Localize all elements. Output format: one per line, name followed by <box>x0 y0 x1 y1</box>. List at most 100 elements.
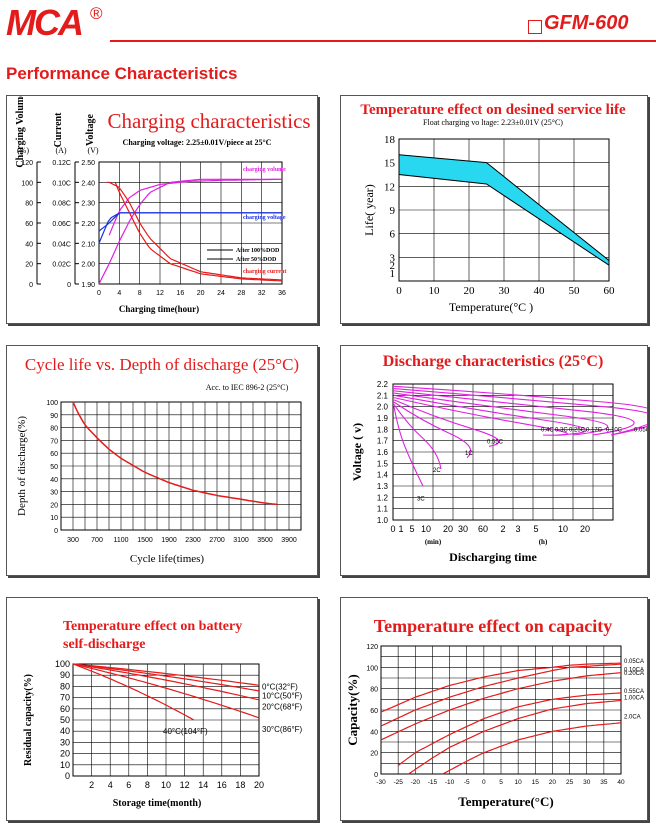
tick-label: 1900 <box>161 537 177 544</box>
series-label: 30°C(86°F) <box>262 725 303 734</box>
curve-label: 0.10C <box>606 427 623 433</box>
x-axis-label: Charging time(hour) <box>119 304 199 314</box>
model-name: GFM-600 <box>544 12 629 34</box>
tick-label: 3100 <box>233 537 249 544</box>
tick-label: 18 <box>235 780 245 790</box>
x-axis-label: Cycle life(times) <box>130 553 205 565</box>
tick-label: 16 <box>176 290 184 297</box>
series-line <box>393 401 472 459</box>
series-line <box>393 390 635 436</box>
series-line <box>393 397 568 436</box>
tick-label: 90 <box>60 670 70 680</box>
tick-label: -5 <box>464 779 470 786</box>
tick-label: 30 <box>458 524 468 534</box>
tick-label: 40 <box>50 477 58 484</box>
series-line <box>380 663 622 727</box>
chart-title: Temperature effect on battery <box>63 619 242 634</box>
tick-label: 30 <box>50 490 58 497</box>
axis-unit: (h) <box>539 538 548 546</box>
chart-cycle-life: Cycle life vs. Depth of discharge (25°C)… <box>16 355 302 565</box>
panel-discharge: Discharge characteristics (25°C) 2.2 2.1 2.… <box>340 345 648 576</box>
tick-label: 2.40 <box>81 180 95 187</box>
axis-header: Voltage <box>85 114 96 146</box>
tick-label: 2.2 <box>377 380 389 389</box>
chart-charging: Charging characteristics Charging voltage… <box>15 96 311 314</box>
y-axis-label: Residual capacity(%) <box>23 674 34 766</box>
tick-label: 40 <box>534 285 546 297</box>
tick-label: 80 <box>370 687 378 694</box>
tick-label: -20 <box>411 779 421 786</box>
tick-label: 30 <box>60 737 70 747</box>
tick-label: 0 <box>54 528 58 535</box>
chart-subtitle: Charging voltage: 2.25±0.01V/piece at 25… <box>123 138 272 147</box>
tick-label: 2.0 <box>377 403 389 412</box>
tick-label: 10 <box>50 515 58 522</box>
tick-label: 0 <box>67 282 71 289</box>
tick-label: 60 <box>478 524 488 534</box>
series-line <box>108 178 282 236</box>
series-label: 0.05CA <box>624 659 644 665</box>
tick-label: 0.10C <box>52 180 71 187</box>
series-line <box>72 663 195 721</box>
tick-label: 36 <box>278 290 286 297</box>
tick-label: 0 <box>482 779 486 786</box>
axis-header: Charging Volume <box>15 96 26 168</box>
tick-label: 25 <box>566 779 574 786</box>
series-line <box>397 692 622 766</box>
tick-label: 4 <box>108 780 113 790</box>
chart-subtitle: Acc. to IEC 896-2 (25°C) <box>206 383 289 392</box>
curve-label: 0.3C <box>555 427 568 433</box>
tick-label: 100 <box>366 665 378 672</box>
series-label: 2.0CA <box>624 715 641 721</box>
tick-label: 1.5 <box>377 459 389 468</box>
tick-label: 1.3 <box>377 482 389 491</box>
tick-label: 20 <box>60 749 70 759</box>
y-axis-label: Depth of discharge(%) <box>16 416 28 516</box>
panel-cycle-life: Cycle life vs. Depth of discharge (25°C)… <box>6 345 318 576</box>
curve-label: 0.25C <box>569 427 586 433</box>
tick-label: 2 <box>500 524 505 534</box>
tick-label: 2.1 <box>377 391 389 400</box>
tick-label: 28 <box>237 290 245 297</box>
tick-label: 2.50 <box>81 160 95 167</box>
tick-label: 6 <box>390 229 396 241</box>
legend-label: After 50%DOD <box>236 257 277 263</box>
tick-label: 20 <box>50 502 58 509</box>
tick-label: 15 <box>384 158 396 170</box>
tick-label: 0.12C <box>52 160 71 167</box>
tick-label: 10 <box>429 285 441 297</box>
tick-label: -15 <box>428 779 438 786</box>
tick-label: 2 <box>89 780 94 790</box>
tick-label: 0 <box>65 771 70 781</box>
tick-label: 4 <box>117 290 121 297</box>
tick-label: 700 <box>91 537 103 544</box>
tick-label: 12 <box>384 181 395 193</box>
chart-title: Charging characteristics <box>107 109 310 133</box>
curve-label: 3C <box>417 496 425 502</box>
tick-label: 16 <box>217 780 227 790</box>
chart-discharge: Discharge characteristics (25°C) 2.2 2.1 2.… <box>350 353 647 564</box>
tick-label: 70 <box>60 693 70 703</box>
chart-self-discharge: Temperature effect on battery self-discha… <box>23 619 303 809</box>
series-line <box>393 406 424 487</box>
tick-label: 30 <box>499 285 511 297</box>
tick-label: 20 <box>370 751 378 758</box>
series-line <box>393 404 442 470</box>
series-line <box>393 399 500 447</box>
tick-label: 40 <box>370 729 378 736</box>
series-line <box>393 385 647 436</box>
curve-label: 0.05C <box>634 427 647 433</box>
tick-label: 0 <box>396 285 402 297</box>
tick-label: 2.00 <box>81 262 95 269</box>
annotation: charging volume <box>243 167 286 173</box>
tick-label: 1.9 <box>377 414 389 423</box>
tick-label: 60 <box>25 221 33 228</box>
tick-label: 1500 <box>137 537 153 544</box>
series-line <box>106 181 283 281</box>
checkbox-icon <box>528 20 542 34</box>
panel-charging: Charging characteristics Charging voltage… <box>6 95 318 324</box>
tick-label: 0 <box>390 524 395 534</box>
chart-temp-capacity: Temperature effect on capacity1201008060… <box>345 616 644 809</box>
tick-label: 9 <box>390 205 396 217</box>
series-label: 1.00CA <box>624 695 644 701</box>
